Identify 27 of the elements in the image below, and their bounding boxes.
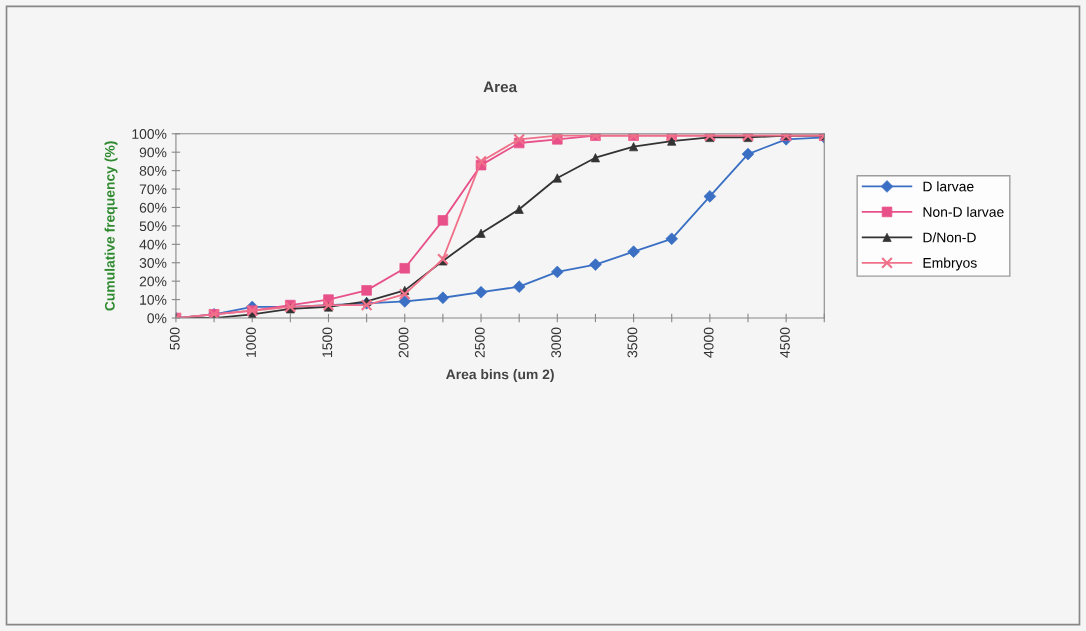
y-tick-label: 50% — [139, 221, 167, 232]
chart-title: Area — [483, 81, 518, 93]
y-tick-label: 30% — [139, 258, 167, 268]
y-tick-label: 90% — [139, 147, 167, 158]
x-tick-label: 2500 — [474, 327, 485, 358]
x-tick-label: 500 — [169, 327, 180, 350]
y-tick-label: 0% — [147, 313, 167, 324]
x-axis-title: Area bins (um 2) — [446, 369, 554, 382]
x-tick-label: 2000 — [398, 327, 409, 358]
y-tick-label: 70% — [139, 184, 167, 195]
legend-label: Non-D larvae — [923, 206, 1004, 217]
x-tick-label: 4000 — [703, 327, 714, 358]
y-tick-label: 60% — [139, 202, 167, 213]
y-tick-label: 10% — [140, 294, 167, 305]
y-axis-title: Cumulative frequency (%) — [104, 141, 118, 311]
y-tick-label: 20% — [139, 276, 167, 287]
y-tick-label: 100% — [132, 129, 167, 139]
x-tick-label: 1000 — [246, 327, 256, 357]
x-tick-label: 1500 — [322, 327, 333, 357]
legend-label: Embryos — [923, 257, 977, 271]
y-tick-label: 40% — [139, 239, 167, 250]
legend-label: D/Non-D — [923, 232, 976, 243]
y-tick-label: 80% — [139, 165, 167, 176]
legend-label: D larvae — [923, 181, 974, 192]
x-tick-label: 3000 — [551, 327, 562, 358]
x-tick-label: 4500 — [780, 327, 790, 358]
x-tick-label: 3500 — [627, 327, 638, 358]
